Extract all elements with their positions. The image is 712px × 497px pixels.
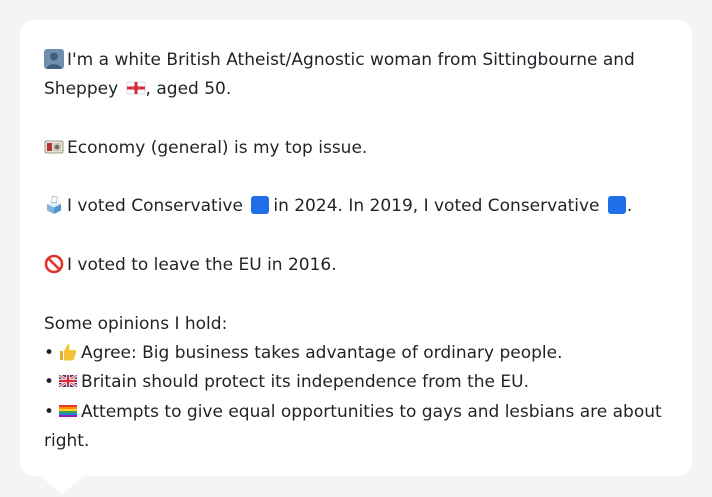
opinion-text-1: Agree: Big business takes advantage of o… (81, 342, 563, 363)
intro-line: I'm a white British Atheist/Agnostic wom… (44, 46, 668, 75)
intro-line-2: Sheppey , aged 50. (44, 75, 668, 104)
intro-text-1: I'm a white British Atheist/Agnostic wom… (67, 50, 635, 70)
person-silhouette-icon (44, 49, 64, 69)
opinion-text-3-wrap: right. (44, 430, 90, 451)
bullet: • (44, 372, 55, 393)
opinion-item: • Attempts to give equal opportunities t… (44, 398, 668, 427)
intro-text-2b: , aged 50. (145, 79, 232, 100)
vote-text-3: . (626, 196, 633, 217)
ballot-box-icon (47, 196, 61, 215)
top-issue-line: Economy (general) is my top issue. (44, 134, 668, 163)
top-issue-text: Economy (general) is my top issue. (67, 137, 368, 158)
eu-vote-line: I voted to leave the EU in 2016. (44, 251, 668, 280)
bubble-tail (40, 476, 84, 494)
england-flag-icon (126, 81, 145, 95)
opinions-heading: Some opinions I hold: (44, 313, 228, 334)
opinion-text-2: Britain should protect its independence … (81, 372, 529, 393)
banknote-icon (44, 140, 64, 154)
opinion-text-3: Attempts to give equal opportunities to … (81, 401, 662, 422)
uk-flag-icon (58, 374, 78, 389)
bullet: • (44, 401, 55, 422)
message-bubble: I'm a white British Atheist/Agnostic wom… (20, 20, 692, 476)
blue-square-icon (607, 196, 626, 215)
vote-line: I voted Conservative in 2024. In 2019, I… (44, 192, 668, 221)
vote-text-1: I voted Conservative (67, 196, 243, 217)
intro-text-2a: Sheppey (44, 79, 119, 100)
bullet: • (44, 342, 55, 363)
rainbow-flag-icon (59, 404, 78, 417)
thumbs-up-icon (60, 344, 77, 361)
blue-square-icon (251, 196, 270, 215)
vote-text-2: in 2024. In 2019, I voted Conservative (273, 196, 600, 217)
opinion-item: • Agree: Big business takes advantage of… (44, 339, 668, 368)
prohibited-icon (44, 254, 64, 274)
opinion-item: • Britain should protect its independenc… (44, 368, 668, 397)
eu-vote-text: I voted to leave the EU in 2016. (67, 255, 337, 276)
